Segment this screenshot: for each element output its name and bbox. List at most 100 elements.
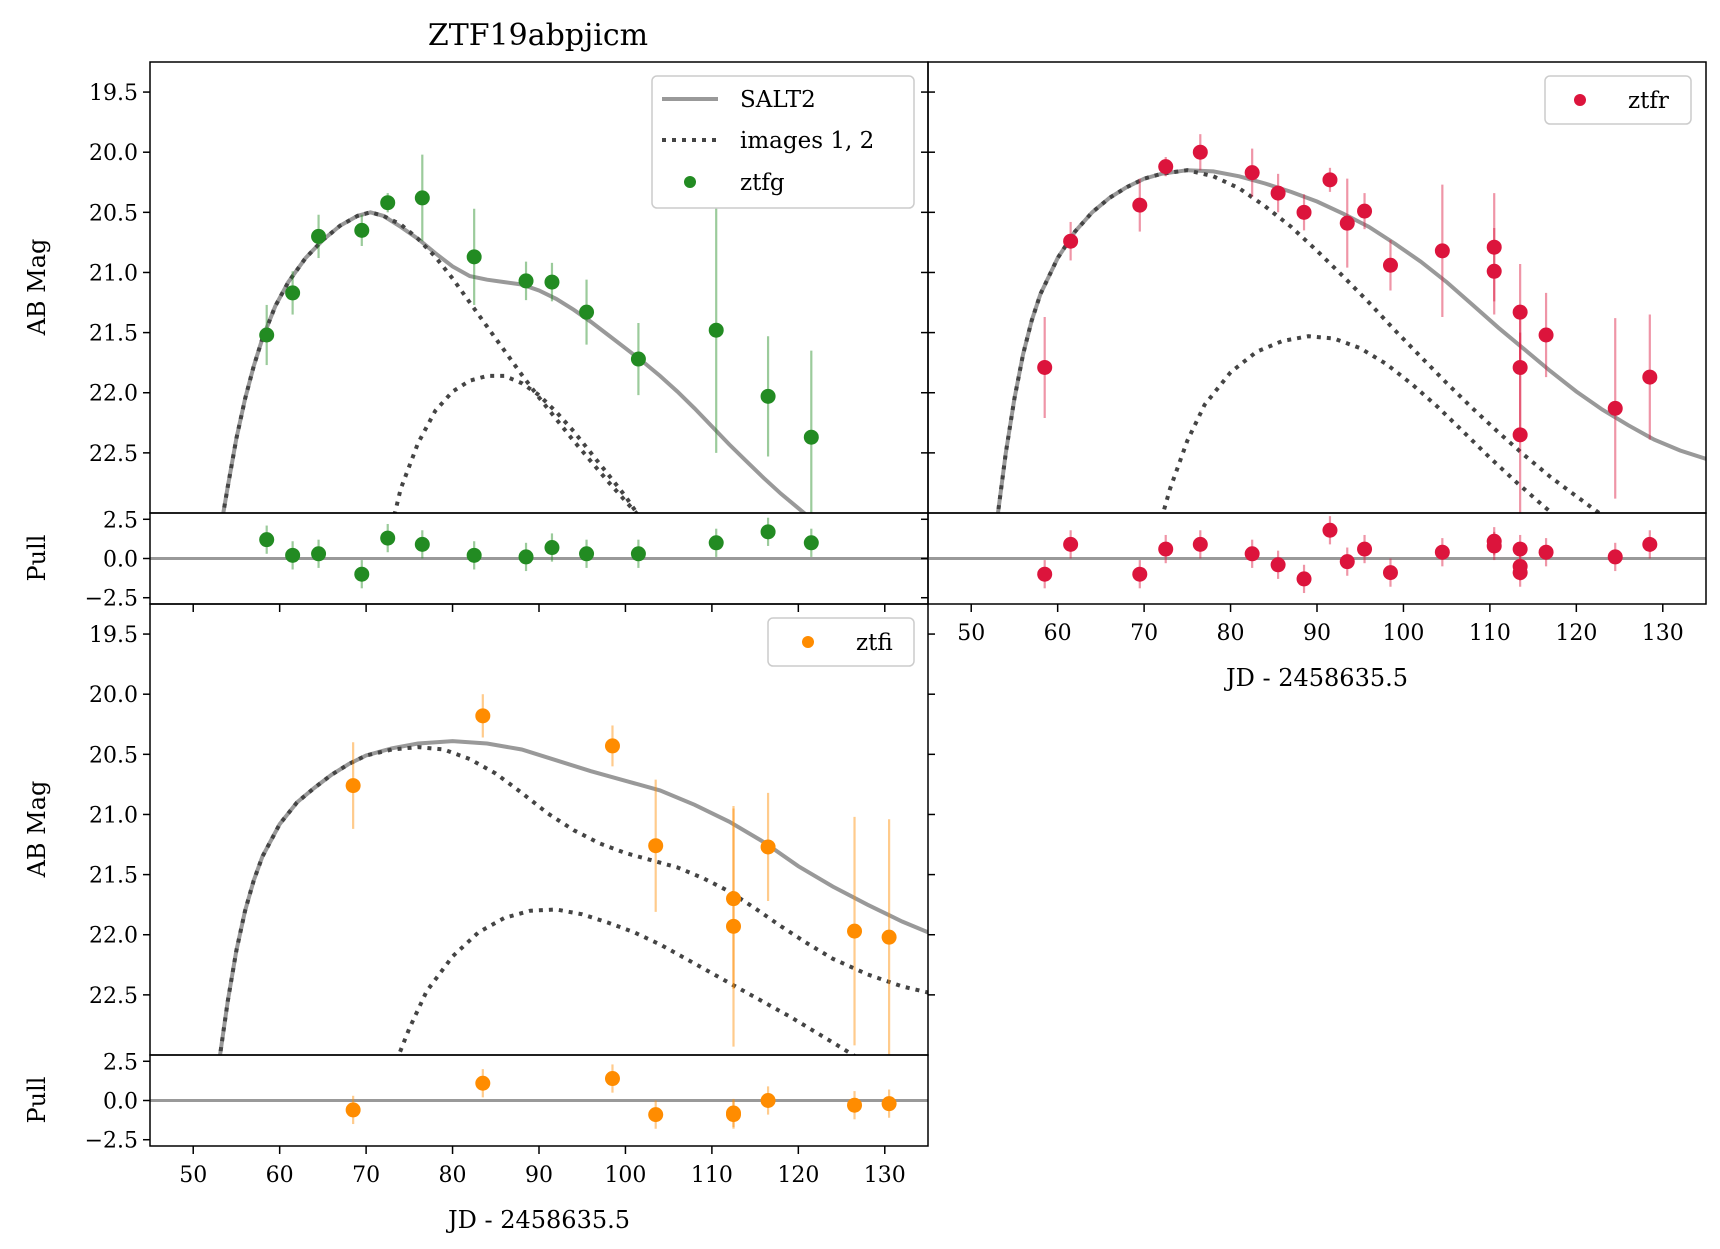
pull-point <box>1607 549 1623 565</box>
data-point <box>760 839 776 855</box>
x-tick-label: 90 <box>1303 621 1331 646</box>
panel-ztfi-pull <box>149 1054 929 1147</box>
image-2-model-line <box>1161 334 1555 513</box>
pull-point <box>1434 544 1450 560</box>
panel-ztfg-pull <box>149 512 929 605</box>
x-tick-label: 80 <box>439 1163 467 1188</box>
pull-point <box>847 1097 863 1113</box>
data-point <box>708 322 724 338</box>
x-tick-label: 80 <box>1217 621 1245 646</box>
data-point <box>1538 327 1554 343</box>
y-tick-label: 21.5 <box>89 322 138 347</box>
pull-point <box>1270 557 1286 573</box>
data-point <box>380 195 396 211</box>
data-point <box>311 228 327 244</box>
pull-tick-label: −2.5 <box>85 1129 138 1154</box>
pull-point <box>881 1096 897 1112</box>
data-point <box>726 918 741 934</box>
y-axis-label-pull-top: Pull <box>23 535 51 582</box>
pull-point <box>648 1107 664 1123</box>
data-point <box>579 304 595 320</box>
salt2-model-line <box>221 210 808 513</box>
data-point <box>881 929 897 945</box>
pull-point <box>1339 554 1355 570</box>
image-1-model-line <box>995 168 1603 513</box>
y-tick-label: 21.0 <box>89 803 138 828</box>
pull-point <box>311 546 327 562</box>
chart-title: ZTF19abpjicm <box>428 18 648 53</box>
y-tick-label: 20.0 <box>89 141 138 166</box>
image-1-model-line <box>221 210 639 513</box>
legend-swatch-ztfg <box>684 176 696 188</box>
pull-tick-label: −2.5 <box>85 587 138 612</box>
x-tick-label: 130 <box>864 1163 906 1188</box>
legend-label-ztfi: ztfi <box>856 630 893 656</box>
pull-point <box>604 1071 620 1087</box>
data-point <box>1037 359 1053 375</box>
y-axis-label-mag-top: AB Mag <box>23 239 51 337</box>
data-point <box>1192 144 1208 160</box>
pull-point <box>466 547 482 563</box>
data-point <box>1512 304 1528 320</box>
pull-point <box>1296 571 1312 587</box>
data-point <box>630 351 646 367</box>
pull-point <box>1244 546 1260 562</box>
legend-label-images: images 1, 2 <box>740 128 874 154</box>
y-tick-label: 22.0 <box>89 924 138 949</box>
pull-point <box>1512 565 1528 581</box>
pull-point <box>708 535 724 551</box>
pull-point <box>354 566 370 582</box>
pull-point <box>259 532 275 548</box>
x-tick-label: 60 <box>266 1163 294 1188</box>
x-tick-label: 120 <box>1555 621 1597 646</box>
x-tick-label: 50 <box>179 1163 207 1188</box>
data-point <box>1512 359 1528 375</box>
data-point <box>414 190 430 206</box>
plot-area <box>995 134 1706 513</box>
data-point <box>544 274 560 290</box>
y-axis-label-pull-bottom: Pull <box>23 1077 51 1124</box>
pull-point <box>579 546 595 562</box>
data-point <box>648 838 664 854</box>
data-point <box>518 273 534 289</box>
y-axis-label-mag-bottom: AB Mag <box>23 781 51 879</box>
pull-point <box>518 549 534 565</box>
data-point <box>475 708 491 724</box>
y-tick-label: 20.0 <box>89 683 138 708</box>
panel-ztfi-mag <box>149 603 929 1056</box>
pull-tick-label: 0.0 <box>103 1090 138 1115</box>
pull-point <box>803 535 819 551</box>
axes-frame <box>149 603 929 1056</box>
image-1-model-line <box>218 745 928 1055</box>
pull-point <box>1132 566 1148 582</box>
legend-ztfr-panel: ztfr <box>1544 75 1692 125</box>
pull-point <box>1063 536 1079 552</box>
x-tick-label: 100 <box>1382 621 1424 646</box>
x-axis-label-right: JD - 2458635.5 <box>1223 664 1408 692</box>
pull-point <box>1538 544 1554 560</box>
data-point <box>1434 243 1450 259</box>
legend-label-ztfr: ztfr <box>1628 88 1669 114</box>
y-tick-label: 22.5 <box>89 442 138 467</box>
data-point <box>1642 369 1658 385</box>
data-point <box>1244 165 1260 181</box>
data-point <box>259 327 275 343</box>
plot-area <box>218 694 928 1055</box>
x-tick-label: 70 <box>352 1163 380 1188</box>
x-tick-label: 50 <box>957 621 985 646</box>
x-tick-label: 90 <box>525 1163 553 1188</box>
legend-ztfi-panel: ztfi <box>767 617 915 667</box>
data-point <box>760 388 776 404</box>
data-point <box>1270 185 1286 201</box>
data-point <box>1339 215 1355 231</box>
y-tick-label: 19.5 <box>89 81 138 106</box>
pull-point <box>544 540 560 556</box>
data-point <box>726 891 741 907</box>
data-point <box>1486 263 1502 279</box>
legend-box <box>1544 75 1692 125</box>
data-point <box>1357 203 1373 219</box>
plot-area <box>221 154 819 513</box>
x-tick-label: 100 <box>604 1163 646 1188</box>
pull-point <box>1192 536 1208 552</box>
pull-tick-label: 0.0 <box>103 548 138 573</box>
